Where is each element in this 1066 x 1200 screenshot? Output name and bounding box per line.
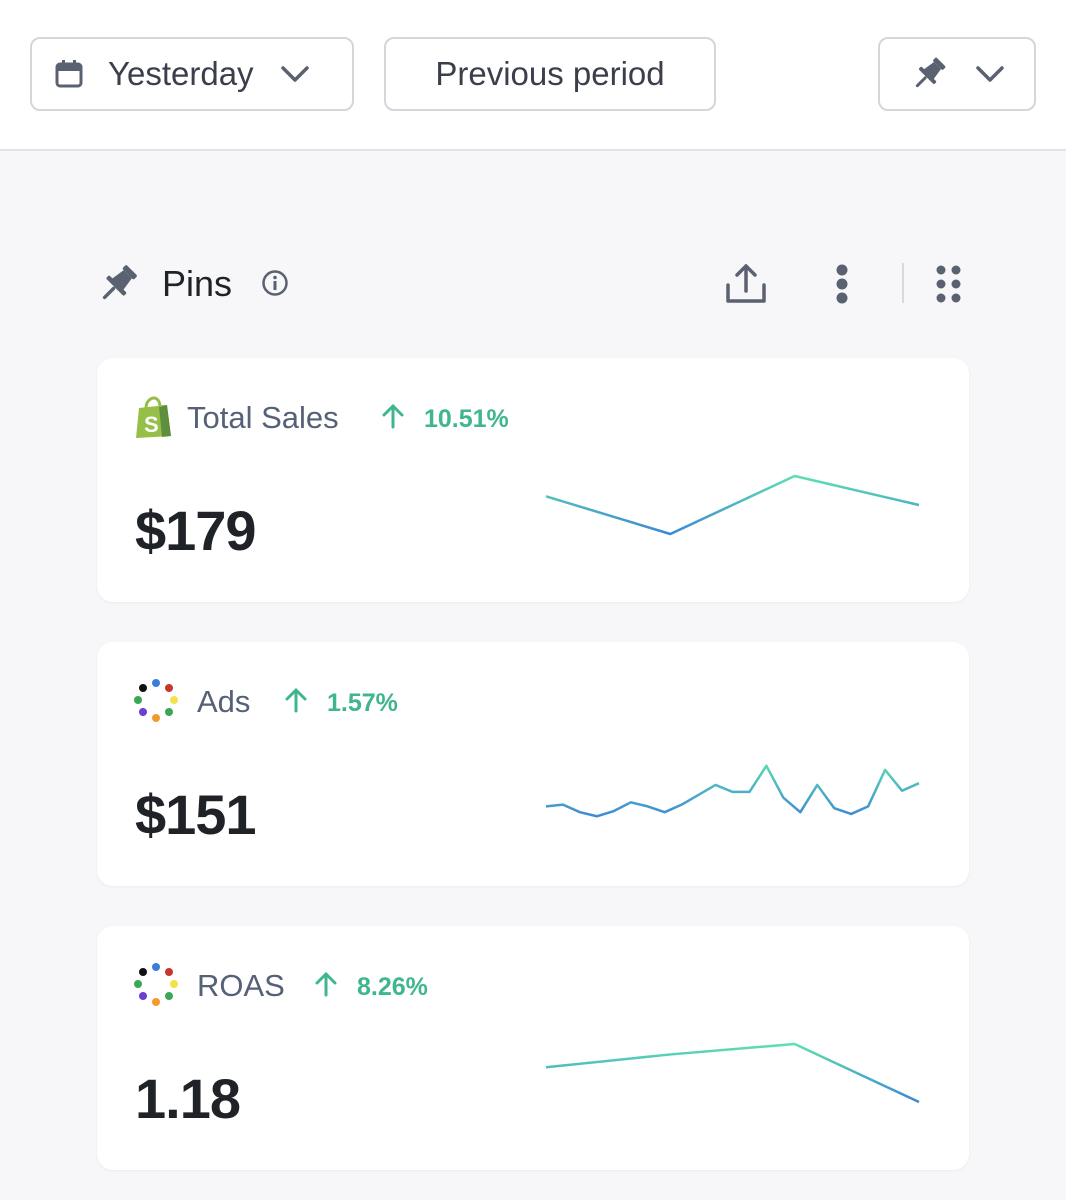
multi-channel-icon bbox=[134, 679, 178, 722]
arrow-up-icon bbox=[285, 688, 307, 713]
shopify-icon: S bbox=[136, 396, 171, 438]
arrow-up-icon bbox=[382, 404, 404, 429]
metric-name: ROAS bbox=[197, 968, 285, 1003]
sparkline-series bbox=[545, 474, 920, 536]
metric-value: 1.18 bbox=[135, 1067, 241, 1130]
metric-value: $151 bbox=[135, 783, 257, 846]
metric-card-roas[interactable]: ROAS 8.26% 1.18 bbox=[97, 926, 969, 1170]
chevron-down-icon bbox=[280, 66, 309, 82]
date-range-button[interactable]: Yesterday bbox=[30, 37, 354, 111]
top-toolbar: Yesterday Previous period bbox=[0, 0, 1066, 151]
header-divider bbox=[902, 263, 904, 303]
pins-section-header: Pins bbox=[95, 255, 975, 315]
sparkline-chart bbox=[545, 474, 920, 536]
metric-value: $179 bbox=[135, 499, 257, 562]
pin-menu-button[interactable] bbox=[878, 37, 1036, 111]
metric-name: Total Sales bbox=[187, 400, 339, 435]
metric-name: Ads bbox=[197, 684, 251, 719]
metric-card-total-sales[interactable]: S Total Sales 10.51% $179 bbox=[97, 358, 969, 602]
drag-handle-icon[interactable] bbox=[934, 263, 964, 309]
metric-change: 1.57% bbox=[327, 689, 398, 717]
calendar-icon bbox=[55, 60, 83, 88]
metric-change: 10.51% bbox=[424, 405, 509, 433]
multi-channel-icon bbox=[134, 963, 178, 1006]
arrow-up-icon bbox=[315, 972, 337, 997]
sparkline-chart bbox=[545, 1042, 920, 1104]
sparkline-series bbox=[545, 1042, 920, 1104]
metric-change: 8.26% bbox=[357, 973, 428, 1001]
compare-period-label: Previous period bbox=[435, 55, 665, 92]
sparkline-series bbox=[545, 764, 920, 818]
sparkline-chart bbox=[545, 764, 920, 818]
more-vertical-icon[interactable] bbox=[832, 263, 852, 309]
section-title: Pins bbox=[162, 263, 233, 304]
metric-card-ads[interactable]: Ads 1.57% $151 bbox=[97, 642, 969, 886]
share-icon[interactable] bbox=[723, 261, 769, 307]
compare-period-button[interactable]: Previous period bbox=[384, 37, 716, 111]
date-range-label: Yesterday bbox=[108, 55, 254, 92]
pin-icon bbox=[102, 265, 137, 300]
svg-text:S: S bbox=[144, 412, 159, 437]
chevron-down-icon bbox=[976, 66, 1004, 82]
pin-icon bbox=[915, 57, 946, 88]
info-icon[interactable] bbox=[261, 269, 289, 297]
